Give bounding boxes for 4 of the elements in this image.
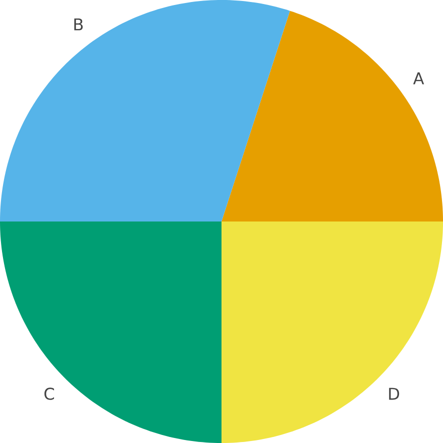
- slice-label: B: [74, 18, 83, 30]
- slice-label: D: [389, 388, 400, 400]
- slice-label: C: [44, 388, 54, 400]
- slice-label: A: [413, 72, 424, 84]
